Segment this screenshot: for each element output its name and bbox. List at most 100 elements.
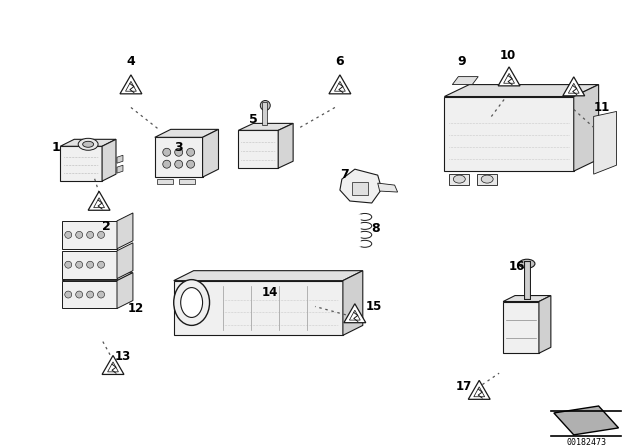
Circle shape [260,100,270,111]
Circle shape [76,261,83,268]
Polygon shape [329,75,351,94]
Ellipse shape [519,259,535,268]
Text: 17: 17 [456,379,472,392]
Polygon shape [173,280,343,336]
Text: 13: 13 [115,350,131,363]
Polygon shape [62,251,117,279]
Polygon shape [157,179,173,184]
Circle shape [163,160,171,168]
Text: 8: 8 [371,222,380,235]
Polygon shape [504,73,515,83]
Circle shape [86,231,93,238]
Polygon shape [108,362,118,372]
Polygon shape [343,271,363,336]
Ellipse shape [78,138,98,150]
Polygon shape [117,213,133,249]
Polygon shape [102,356,124,375]
Circle shape [175,160,182,168]
Polygon shape [568,83,579,93]
Circle shape [97,261,104,268]
Polygon shape [444,96,573,171]
Circle shape [163,148,171,156]
Polygon shape [352,182,368,195]
Polygon shape [117,243,133,279]
Text: 3: 3 [174,141,183,154]
Polygon shape [349,310,360,320]
Polygon shape [444,85,598,96]
Ellipse shape [358,222,372,229]
Polygon shape [117,155,123,163]
Polygon shape [155,129,218,138]
Ellipse shape [180,288,203,318]
Text: 4: 4 [127,55,135,68]
Polygon shape [155,138,203,177]
Ellipse shape [358,240,372,247]
Text: 9: 9 [457,55,466,68]
Text: 11: 11 [593,101,610,114]
Polygon shape [179,179,195,184]
Polygon shape [117,273,133,309]
Text: 16: 16 [509,260,525,273]
Polygon shape [239,130,278,168]
Polygon shape [60,146,102,181]
Ellipse shape [453,175,465,183]
Polygon shape [335,82,346,91]
Circle shape [65,261,72,268]
Polygon shape [120,75,142,94]
Polygon shape [503,302,539,353]
Circle shape [97,291,104,298]
Polygon shape [344,304,366,323]
Polygon shape [62,280,117,309]
Polygon shape [594,112,616,174]
Ellipse shape [173,280,209,325]
Circle shape [65,291,72,298]
Polygon shape [278,123,293,168]
Polygon shape [62,221,117,249]
Polygon shape [452,77,478,85]
Polygon shape [125,82,136,91]
Polygon shape [378,183,397,192]
Text: 15: 15 [365,300,382,313]
Ellipse shape [481,175,493,183]
Text: 7: 7 [340,168,349,181]
Circle shape [76,231,83,238]
Polygon shape [503,296,551,302]
Circle shape [65,231,72,238]
Polygon shape [88,191,110,210]
Text: 1: 1 [52,141,61,154]
Circle shape [97,231,104,238]
Polygon shape [203,129,218,177]
Circle shape [86,291,93,298]
Circle shape [86,261,93,268]
Polygon shape [563,77,585,96]
Polygon shape [60,139,116,146]
Polygon shape [498,67,520,86]
Text: 6: 6 [335,55,344,68]
Text: 10: 10 [500,49,516,62]
Circle shape [187,148,195,156]
Text: 2: 2 [102,220,111,233]
Polygon shape [477,174,497,185]
Polygon shape [62,273,133,280]
Circle shape [76,291,83,298]
Ellipse shape [358,213,372,220]
Polygon shape [239,123,293,130]
Circle shape [187,160,195,168]
Ellipse shape [83,141,93,147]
Text: 00182473: 00182473 [566,438,607,447]
Text: 5: 5 [249,113,258,126]
Polygon shape [449,174,469,185]
Text: 14: 14 [262,286,278,299]
Polygon shape [468,380,490,399]
Polygon shape [539,296,551,353]
Circle shape [175,148,182,156]
Polygon shape [474,387,484,397]
Polygon shape [173,271,363,280]
Ellipse shape [358,231,372,238]
Polygon shape [573,85,598,171]
Polygon shape [554,406,618,435]
Polygon shape [102,139,116,181]
Text: 12: 12 [128,302,144,315]
Polygon shape [93,198,104,207]
Polygon shape [117,165,123,173]
